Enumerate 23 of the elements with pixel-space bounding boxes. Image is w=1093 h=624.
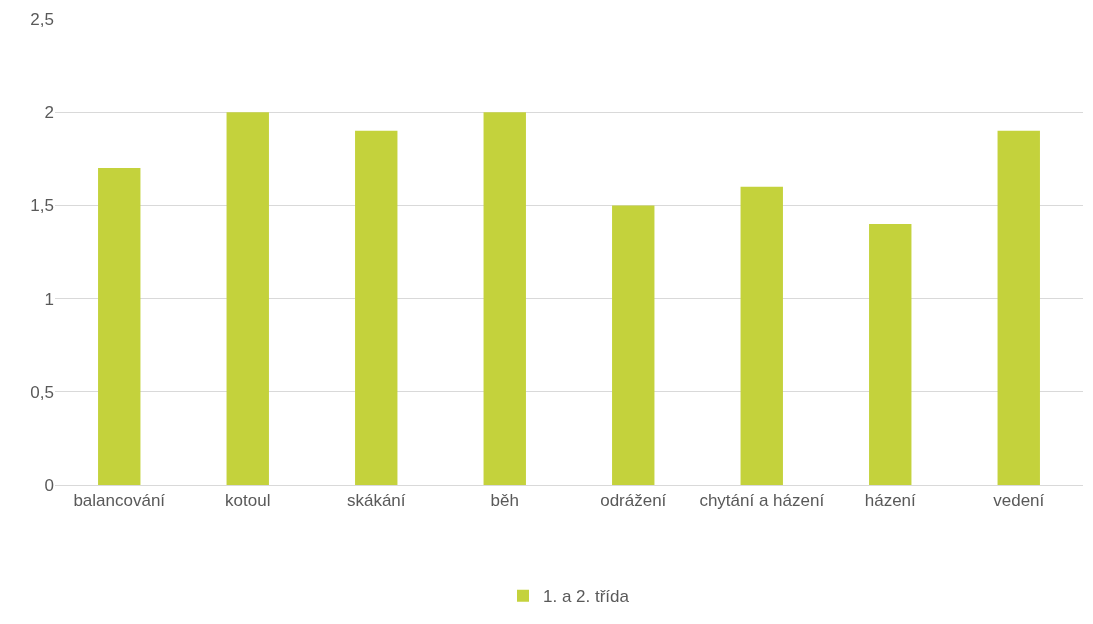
x-tick-label: házení	[864, 491, 917, 511]
bar	[612, 205, 655, 485]
y-tick-label: 1,5	[30, 196, 54, 216]
y-tick-label: 1	[44, 289, 54, 309]
y-tick-label: 0	[44, 475, 54, 495]
x-tick-label: kotoul	[225, 491, 271, 511]
bar	[98, 168, 141, 485]
bar	[740, 186, 783, 485]
y-tick-label: 2	[44, 103, 54, 123]
bar	[997, 130, 1040, 485]
bar	[869, 224, 912, 485]
bar	[355, 130, 398, 485]
bar	[483, 112, 526, 485]
x-tick-label: chytání a házení	[699, 491, 825, 511]
x-tick-label: balancování	[73, 491, 166, 511]
bar	[226, 112, 269, 485]
y-tick-label: 2,5	[30, 9, 54, 29]
x-tick-label: skákání	[346, 491, 406, 511]
y-tick-label: 0,5	[30, 382, 54, 402]
x-tick-label: odrážení	[600, 491, 667, 511]
x-tick-label: běh	[490, 491, 519, 511]
x-tick-label: vedení	[993, 491, 1045, 511]
legend-label: 1. a 2. třída	[543, 587, 630, 607]
